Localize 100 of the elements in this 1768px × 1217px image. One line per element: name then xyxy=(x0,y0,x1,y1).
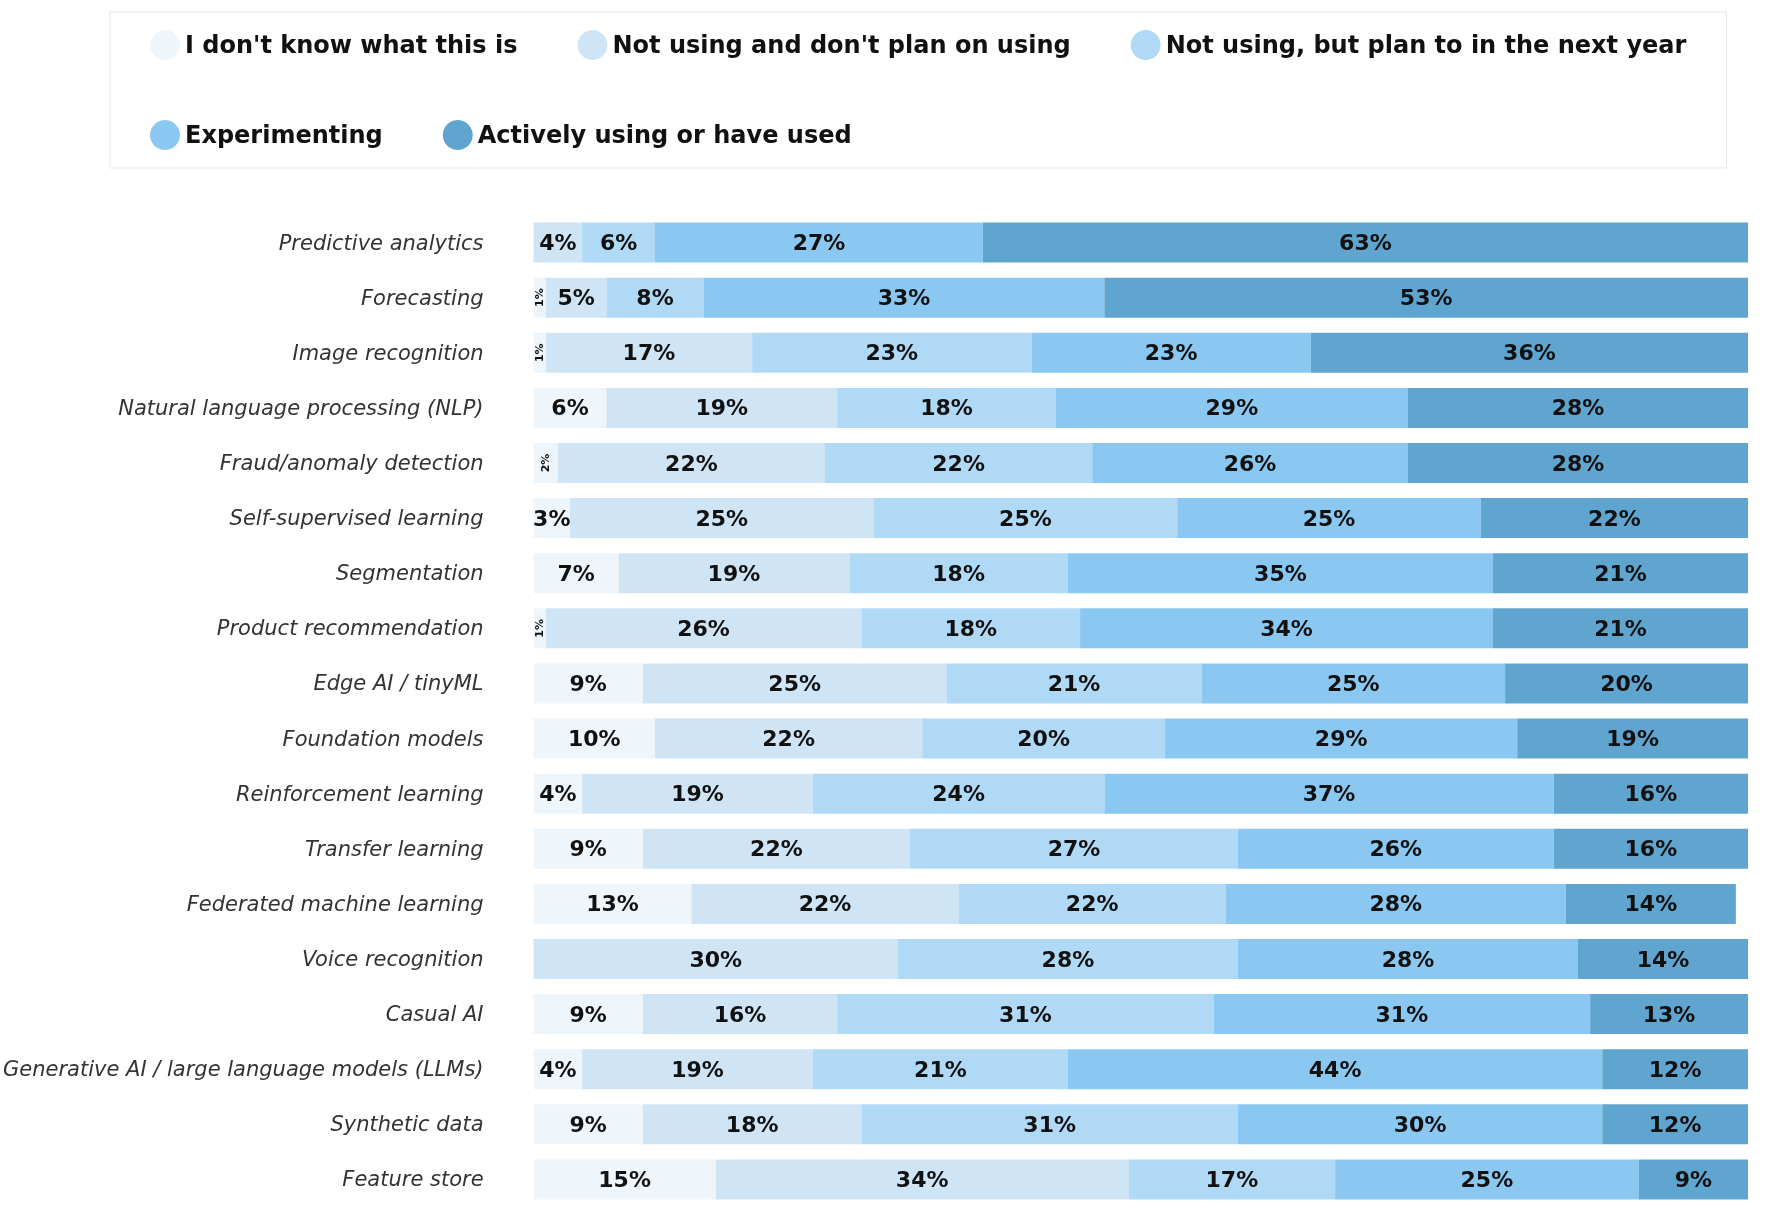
data-label: 16% xyxy=(1624,836,1678,862)
data-label: 30% xyxy=(689,946,743,972)
data-label: 1% xyxy=(533,343,547,363)
data-label: 19% xyxy=(1606,726,1659,752)
y-tick-label: Foundation models xyxy=(282,726,484,751)
data-label: 27% xyxy=(792,230,846,256)
data-label: 28% xyxy=(1551,395,1605,421)
data-label: 28% xyxy=(1551,450,1605,476)
data-label: 9% xyxy=(569,1111,607,1137)
bar xyxy=(545,608,862,649)
data-label: 33% xyxy=(877,285,931,311)
data-label: 14% xyxy=(1636,946,1690,972)
bar xyxy=(958,883,1226,924)
bar xyxy=(1492,553,1748,594)
data-label: 23% xyxy=(1144,340,1198,366)
bar xyxy=(837,387,1056,428)
y-tick-label: Product recommendation xyxy=(216,616,484,641)
y-tick-label: Transfer learning xyxy=(304,836,484,861)
bar xyxy=(1602,1104,1748,1145)
data-label: 14% xyxy=(1624,891,1678,917)
data-label: 24% xyxy=(932,781,985,807)
bar xyxy=(1505,663,1748,704)
data-label: 4% xyxy=(539,781,577,807)
bar xyxy=(655,222,983,263)
data-label: 22% xyxy=(1065,891,1119,917)
data-label: 19% xyxy=(707,560,761,586)
data-label: 9% xyxy=(569,670,607,696)
data-label: 20% xyxy=(1017,726,1070,752)
data-label: 18% xyxy=(944,615,998,641)
data-label: 20% xyxy=(1600,670,1653,696)
data-label: 8% xyxy=(636,285,674,311)
bar xyxy=(1177,498,1481,539)
bar xyxy=(1104,773,1554,814)
bar xyxy=(1237,1104,1603,1145)
y-tick-label: Generative AI / large language models (LLMs) xyxy=(3,1057,484,1082)
data-label: 34% xyxy=(895,1166,949,1192)
bar xyxy=(922,718,1166,759)
data-label: 25% xyxy=(1460,1166,1514,1192)
data-label: 31% xyxy=(1375,1001,1429,1027)
data-label: 10% xyxy=(567,726,621,752)
data-label: 53% xyxy=(1399,285,1453,311)
bar xyxy=(533,663,643,704)
data-label: 30% xyxy=(1393,1111,1447,1137)
data-label: 17% xyxy=(622,340,676,366)
bar xyxy=(1031,332,1311,373)
legend-label: Not using, but plan to in the next year xyxy=(1165,31,1687,59)
bar xyxy=(873,498,1178,539)
bar xyxy=(533,883,692,924)
data-label: 27% xyxy=(1047,836,1101,862)
data-label: 1% xyxy=(533,288,547,308)
bar xyxy=(582,773,813,814)
data-label: 17% xyxy=(1205,1166,1259,1192)
legend-label: Actively using or have used xyxy=(477,121,852,149)
y-tick-label: Synthetic data xyxy=(330,1112,484,1137)
data-label: 21% xyxy=(1594,560,1647,586)
bar xyxy=(642,1104,862,1145)
data-label: 25% xyxy=(1326,670,1380,696)
bar xyxy=(897,939,1238,979)
data-label: 29% xyxy=(1205,395,1259,421)
y-tick-label: Natural language processing (NLP) xyxy=(118,395,484,420)
y-tick-label: Fraud/anomaly detection xyxy=(219,451,484,475)
bar xyxy=(946,663,1202,704)
data-label: 12% xyxy=(1648,1056,1702,1082)
y-tick-label: Edge AI / tinyML xyxy=(313,671,484,696)
data-label: 44% xyxy=(1308,1056,1362,1082)
bar xyxy=(1480,498,1748,539)
data-label: 6% xyxy=(551,395,589,421)
data-label: 4% xyxy=(539,230,577,256)
data-label: 31% xyxy=(1023,1111,1077,1137)
bar xyxy=(533,553,619,594)
bar xyxy=(606,387,838,428)
bar xyxy=(1638,1159,1748,1200)
data-label: 28% xyxy=(1381,946,1435,972)
bar xyxy=(582,1049,813,1090)
bar xyxy=(837,994,1214,1035)
legend-label: Experimenting xyxy=(185,121,383,149)
data-label: 16% xyxy=(1624,781,1678,807)
data-label: 21% xyxy=(914,1056,967,1082)
data-label: 19% xyxy=(695,395,749,421)
bar xyxy=(1104,277,1748,318)
y-tick-label: Forecasting xyxy=(361,285,484,310)
data-label: 26% xyxy=(1223,450,1277,476)
bar xyxy=(606,277,704,318)
data-label: 25% xyxy=(999,505,1052,531)
data-label: 22% xyxy=(798,891,852,917)
data-label: 22% xyxy=(762,726,815,752)
bar xyxy=(533,1159,716,1200)
bar xyxy=(1407,387,1748,428)
bar xyxy=(1225,883,1566,924)
data-label: 36% xyxy=(1503,340,1556,366)
data-label: 35% xyxy=(1254,560,1307,586)
bar xyxy=(861,1104,1238,1145)
data-label: 19% xyxy=(671,1056,724,1082)
bar xyxy=(545,332,753,373)
bar xyxy=(1407,443,1748,483)
bar xyxy=(1237,828,1554,869)
bar xyxy=(533,828,643,869)
bar xyxy=(557,443,826,483)
bar xyxy=(533,718,655,759)
data-label: 63% xyxy=(1339,230,1392,256)
